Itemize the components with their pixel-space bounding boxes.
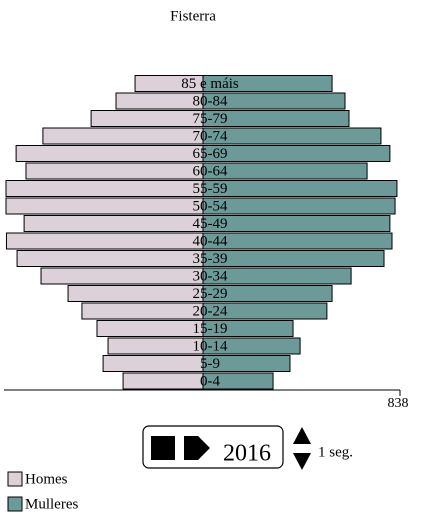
age-label: 5-9 (200, 356, 220, 372)
age-label: 85 e máis (181, 76, 239, 92)
bar-homes (25, 162, 204, 180)
bar-mulleres (202, 232, 393, 250)
bar-mulleres (202, 320, 294, 337)
age-label: 15-19 (193, 321, 228, 337)
bar-homes (122, 372, 204, 390)
bar-homes (81, 302, 204, 320)
bar-mulleres (202, 75, 333, 92)
age-label: 10-14 (193, 338, 228, 354)
bar-mulleres (202, 355, 291, 372)
bar-mulleres (202, 250, 385, 267)
age-label: 35-39 (193, 251, 228, 267)
bar-mulleres (202, 372, 274, 390)
age-label: 50-54 (193, 198, 228, 214)
bar-mulleres (202, 110, 350, 127)
bar-homes (96, 320, 204, 337)
controls: 2016 1 seg. (142, 425, 353, 470)
year-label: 2016 (223, 441, 271, 467)
bar-homes (5, 180, 204, 197)
chart-title: Fisterra (170, 8, 216, 24)
bar-homes (23, 215, 204, 232)
age-label: 65-69 (193, 146, 228, 162)
bar-homes (5, 197, 204, 215)
bar-mulleres (202, 267, 352, 285)
bar-mulleres (202, 215, 391, 232)
age-label: 20-24 (193, 303, 228, 319)
age-label: 80-84 (193, 93, 228, 109)
bar-mulleres (202, 302, 328, 320)
age-label: 75-79 (193, 111, 228, 127)
bar-mulleres (202, 337, 301, 355)
bar-homes (107, 337, 204, 355)
age-label: 30-34 (193, 268, 228, 284)
bar-mulleres (202, 145, 391, 162)
bar-homes (67, 285, 204, 302)
control-box (142, 425, 284, 469)
bar-mulleres (202, 92, 346, 110)
legend-label: Mulleres (25, 496, 78, 512)
bar-homes (5, 232, 204, 250)
legend-label: Homes (25, 471, 68, 487)
bar-homes (102, 355, 204, 372)
stop-button[interactable] (151, 436, 175, 460)
bar-homes (115, 92, 204, 110)
speed-up[interactable] (293, 427, 311, 444)
bar-homes (90, 110, 204, 127)
age-label: 25-29 (193, 286, 228, 302)
bar-homes (15, 145, 204, 162)
bar-mulleres (202, 162, 368, 180)
bar-mulleres (202, 197, 396, 215)
bar-homes (42, 127, 204, 145)
speed-down[interactable] (293, 453, 311, 470)
play-button[interactable] (184, 436, 210, 460)
x-tick-label: 838 (388, 396, 409, 411)
age-label: 45-49 (193, 216, 228, 232)
age-label: 40-44 (193, 233, 228, 249)
speed-label: 1 seg. (318, 444, 353, 460)
bar-homes (16, 250, 204, 267)
legend-swatch (7, 471, 23, 487)
bar-mulleres (202, 180, 398, 197)
bar-mulleres (202, 127, 382, 145)
bar-homes (40, 267, 204, 285)
age-label: 70-74 (193, 128, 228, 144)
age-label: 60-64 (193, 163, 228, 179)
age-label: 0-4 (200, 373, 220, 389)
bar-mulleres (202, 285, 333, 302)
legend-swatch (7, 496, 23, 512)
age-label: 55-59 (193, 181, 228, 197)
